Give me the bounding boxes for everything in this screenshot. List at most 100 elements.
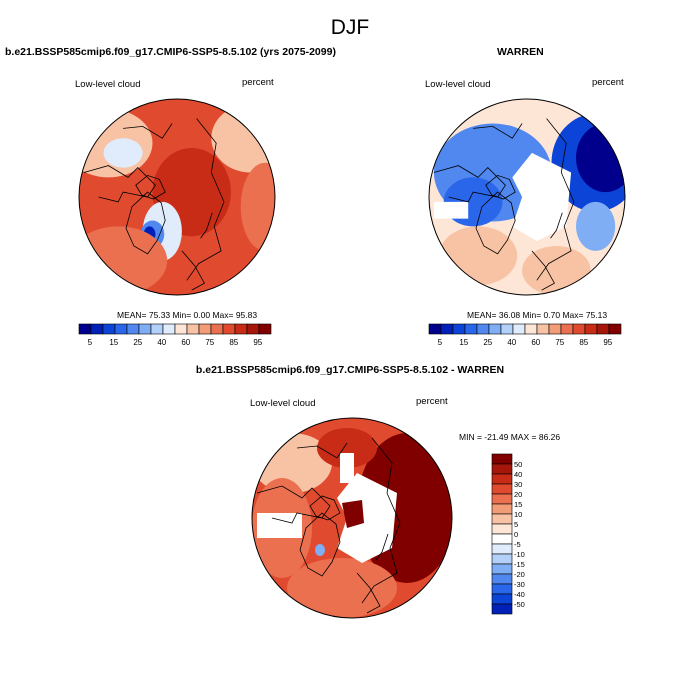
- colorbar-label: 15: [459, 338, 468, 347]
- panel-title-model: b.e21.BSSP585cmip6.f09_g17.CMIP6-SSP5-8.…: [5, 46, 336, 58]
- coastline-arctic-islands-2: [309, 495, 341, 521]
- colorbar-box: [491, 493, 513, 505]
- map-obs: [429, 99, 625, 295]
- colorbar-box: [491, 603, 513, 615]
- map-border-obs: [428, 98, 626, 296]
- colorbar-box: [491, 543, 513, 555]
- missing-data-obs: [433, 201, 469, 219]
- field-patch-model: [103, 138, 143, 168]
- colorbar-box: [234, 323, 248, 335]
- colorbar-box: [78, 323, 92, 335]
- colorbar-label: 85: [229, 338, 238, 347]
- field-patch-obs: [438, 226, 518, 286]
- colorbar-box: [150, 323, 164, 335]
- colorbar-box: [246, 323, 260, 335]
- colorbar-box: [258, 323, 272, 335]
- colorbar-box: [512, 323, 526, 335]
- colorbar-label: -30: [514, 580, 525, 589]
- colorbar-label: 40: [507, 338, 516, 347]
- colorbar-label: 85: [579, 338, 588, 347]
- colorbar-box: [222, 323, 236, 335]
- stats-model: MEAN= 75.33 Min= 0.00 Max= 95.83: [117, 310, 258, 320]
- colorbar-box: [608, 323, 622, 335]
- colorbar-box: [464, 323, 478, 335]
- colorbar-box: [428, 323, 442, 335]
- units-label-obs: percent: [592, 77, 624, 88]
- stats-obs: MEAN= 36.08 Min= 0.70 Max= 75.13: [467, 310, 608, 320]
- coastline-canada-2: [256, 485, 331, 524]
- map-border-diff: [251, 417, 453, 619]
- coastline-scandinavia-2: [356, 572, 381, 614]
- colorbar-box: [210, 323, 224, 335]
- colorbar-label: -40: [514, 590, 525, 599]
- colorbar-label: 10: [514, 510, 522, 519]
- coastline-novaya-zemlya-2: [375, 533, 389, 561]
- colorbar-box: [476, 323, 490, 335]
- colorbar-label: 5: [88, 338, 93, 347]
- colorbar-label: 15: [109, 338, 118, 347]
- coastline-novaya-zemlya-0: [200, 212, 213, 239]
- field-patch-obs: [522, 246, 591, 295]
- colorbar-box: [491, 523, 513, 535]
- map-border-model: [78, 98, 276, 296]
- colorbar-label: 95: [253, 338, 262, 347]
- colorbar-label: 25: [483, 338, 492, 347]
- colorbar-box: [491, 583, 513, 595]
- field-patch-obs: [576, 201, 616, 251]
- colorbar-box: [491, 553, 513, 565]
- colorbar-label: 30: [514, 480, 522, 489]
- coastline-eurasia-2: [361, 437, 401, 604]
- colorbar-box: [198, 323, 212, 335]
- colorbar-label: 0: [514, 530, 518, 539]
- colorbar-box: [126, 323, 140, 335]
- missing-data-obs: [512, 152, 572, 242]
- panel-title-obs: WARREN: [497, 46, 544, 58]
- colorbar-label: 75: [555, 338, 564, 347]
- coastline-scandinavia-1: [531, 250, 555, 291]
- colorbar-box: [102, 323, 116, 335]
- colorbar-label: 95: [603, 338, 612, 347]
- coastline-alaska-0: [123, 123, 173, 139]
- field-patch-diff: [287, 558, 397, 618]
- colorbar-box: [491, 453, 513, 465]
- coastline-arctic-islands-1: [485, 174, 516, 200]
- colorbar-box: [162, 323, 176, 335]
- variable-label-obs: Low-level cloud: [425, 79, 491, 90]
- colorbar-box: [491, 593, 513, 605]
- colorbar-label: -10: [514, 550, 525, 559]
- colorbar-obs: 5 15 25 40 60 75 85 95: [428, 323, 622, 347]
- colorbar-label: 5: [514, 520, 518, 529]
- stats-diff: MIN = -21.49 MAX = 86.26: [459, 432, 561, 442]
- colorbar-label: 25: [133, 338, 142, 347]
- map-diff: [252, 418, 452, 618]
- coastline-greenland-2: [299, 512, 341, 577]
- colorbar-box: [548, 323, 562, 335]
- coastline-eurasia-1: [536, 118, 575, 281]
- main-title: DJF: [330, 16, 370, 39]
- field-patch-diff: [315, 544, 325, 556]
- colorbar-label: 20: [514, 490, 522, 499]
- colorbar-box: [452, 323, 466, 335]
- colorbar-label: -20: [514, 570, 525, 579]
- colorbar-box: [524, 323, 538, 335]
- colorbar-label: -15: [514, 560, 525, 569]
- field-patch-model: [79, 108, 153, 178]
- variable-label-model: Low-level cloud: [75, 79, 141, 90]
- colorbar-box: [491, 573, 513, 585]
- colorbar-box: [488, 323, 502, 335]
- colorbar-label: 75: [205, 338, 214, 347]
- colorbar-box: [560, 323, 574, 335]
- field-patch-diff: [317, 428, 377, 468]
- field-patch-model: [79, 226, 168, 295]
- units-label-diff: percent: [416, 396, 448, 407]
- colorbar-box: [440, 323, 454, 335]
- colorbar-box: [138, 323, 152, 335]
- missing-data-diff: [257, 513, 302, 538]
- colorbar-box: [596, 323, 610, 335]
- colorbar-box: [536, 323, 550, 335]
- colorbar-label: 40: [514, 470, 522, 479]
- field-patch-diff: [342, 500, 364, 528]
- variable-label-diff: Low-level cloud: [250, 398, 316, 409]
